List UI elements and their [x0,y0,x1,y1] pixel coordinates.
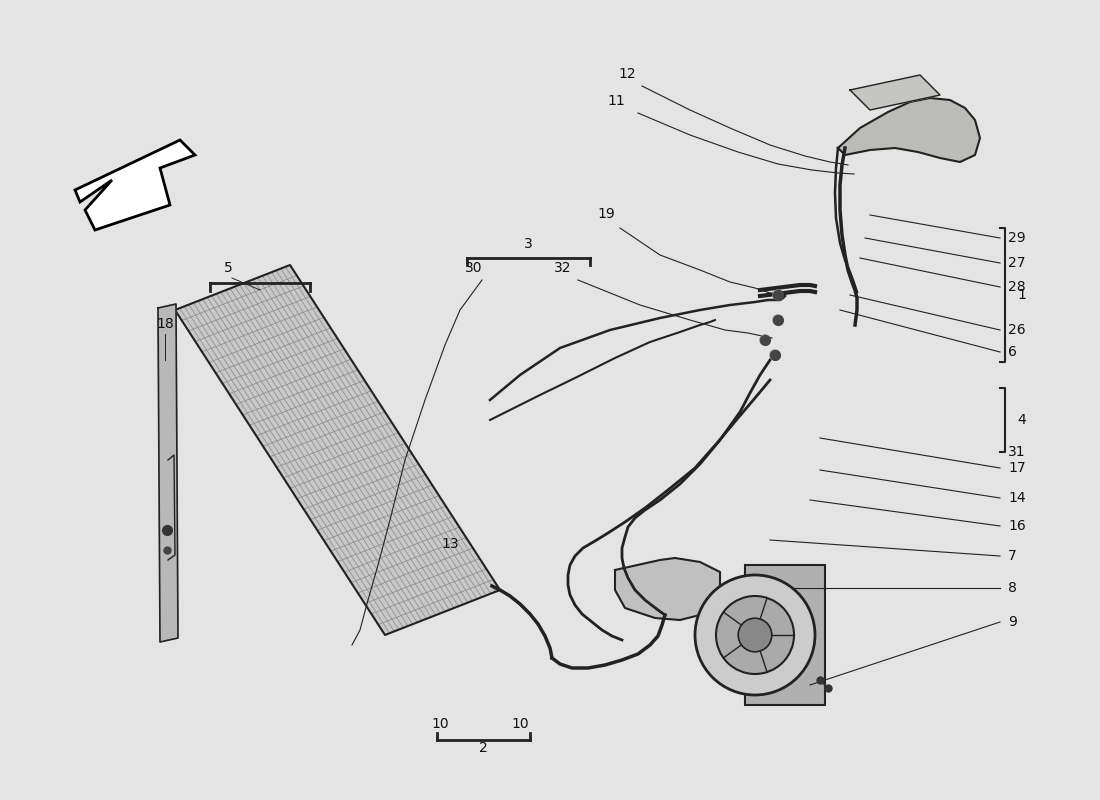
Text: 30: 30 [465,261,483,275]
Text: 3: 3 [524,237,532,251]
Circle shape [695,575,815,695]
Circle shape [738,618,772,652]
Text: 6: 6 [1008,345,1016,359]
Polygon shape [175,265,500,635]
Circle shape [773,315,783,325]
Text: 26: 26 [1008,323,1025,337]
Text: 11: 11 [607,94,625,108]
Polygon shape [75,140,195,230]
Circle shape [773,290,783,300]
Circle shape [760,335,770,345]
Text: 28: 28 [1008,280,1025,294]
Text: 14: 14 [1008,491,1025,505]
Text: 4: 4 [1018,413,1025,427]
Polygon shape [615,558,720,620]
Text: 18: 18 [156,317,174,331]
Polygon shape [838,98,980,162]
Polygon shape [158,304,178,642]
Text: 9: 9 [1008,615,1016,629]
Text: 19: 19 [597,207,615,221]
Text: 2: 2 [478,741,487,755]
Text: 8: 8 [1008,581,1016,595]
Text: 13: 13 [441,537,459,551]
Text: 1: 1 [1018,288,1026,302]
Text: 16: 16 [1008,519,1025,533]
Text: 7: 7 [1008,549,1016,563]
Circle shape [770,350,780,360]
Text: 17: 17 [1008,461,1025,475]
Bar [745,565,825,705]
Text: 31: 31 [1008,445,1025,459]
Text: 27: 27 [1008,256,1025,270]
Text: 5: 5 [223,261,232,275]
Text: 12: 12 [618,67,636,81]
Text: 10: 10 [431,717,449,731]
Text: 10: 10 [512,717,529,731]
Circle shape [716,596,794,674]
Text: 29: 29 [1008,231,1025,245]
Polygon shape [850,75,940,110]
Text: 32: 32 [554,261,572,275]
